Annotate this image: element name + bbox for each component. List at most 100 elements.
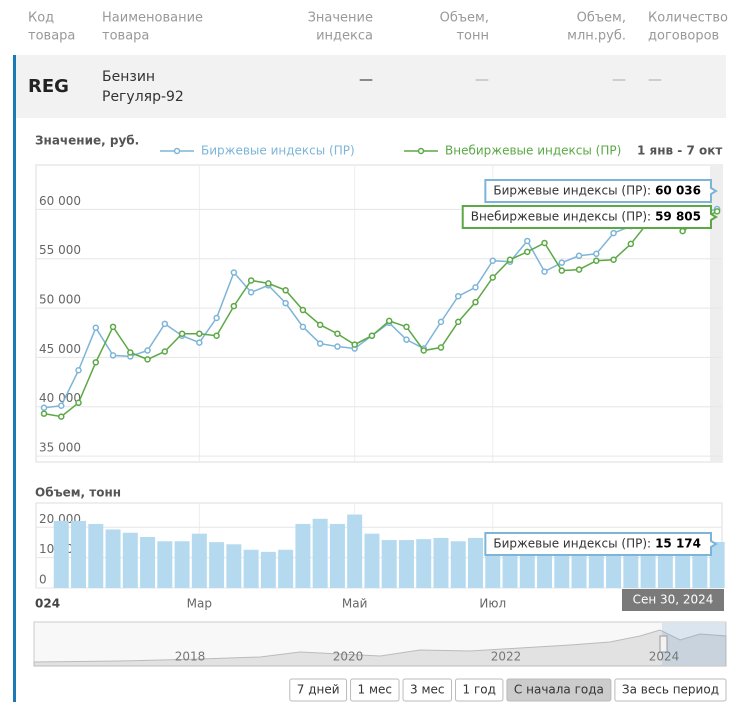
point-marker — [58, 402, 65, 410]
point-marker — [161, 320, 169, 328]
range-button[interactable] — [289, 678, 348, 702]
bar — [450, 541, 466, 588]
x-tick-label: Май — [342, 597, 368, 611]
hover-band — [710, 166, 722, 462]
column-header: товара — [102, 29, 149, 44]
bar — [157, 541, 173, 588]
point-marker — [558, 267, 566, 274]
range-button[interactable] — [455, 678, 504, 702]
point-marker — [282, 299, 289, 307]
navigator-sparkline — [33, 629, 727, 667]
bar — [88, 523, 104, 588]
y-tick-label: 60 000 — [39, 194, 81, 208]
bar — [468, 537, 483, 588]
point-marker — [403, 336, 410, 343]
point-marker — [558, 259, 566, 266]
date-badge — [622, 589, 724, 611]
legend-label[interactable]: Внебиржевые индексы (ПР) — [445, 144, 621, 158]
point-marker — [109, 323, 117, 331]
point-marker — [247, 289, 255, 296]
range-button[interactable] — [350, 678, 400, 702]
navigator-label: 2022 — [491, 650, 522, 664]
column-header: Значение — [308, 11, 373, 26]
y-tick-label: 20 000 — [39, 512, 81, 526]
point-marker — [437, 318, 445, 326]
point-marker — [713, 208, 721, 215]
y-tick-label: 35 000 — [39, 441, 81, 455]
navigator-handle[interactable] — [659, 635, 668, 653]
range-button-label[interactable]: С начала года — [514, 683, 604, 697]
point-marker — [58, 413, 65, 420]
range-button-label[interactable]: За весь период — [622, 683, 719, 697]
point-marker — [92, 359, 100, 366]
product-code: REG — [28, 76, 69, 97]
tooltip-value: 15 174 — [655, 537, 701, 551]
bar — [709, 541, 725, 588]
point-marker — [299, 306, 307, 314]
point-marker — [454, 318, 462, 326]
bar — [226, 544, 242, 588]
bar — [105, 529, 121, 588]
x-tick-label: 024 — [35, 597, 60, 611]
tooltip — [484, 532, 718, 556]
range-button-label[interactable]: 3 мес — [410, 683, 444, 697]
range-button-label[interactable]: 1 мес — [358, 683, 392, 697]
point-marker — [144, 356, 151, 363]
range-button[interactable] — [506, 678, 612, 702]
tooltip-value: 60 036 — [655, 184, 701, 198]
tooltip-label: Биржевые индексы (ПР): — [493, 537, 651, 551]
bar — [295, 523, 311, 588]
period-label: 1 янв - 7 окт — [637, 144, 722, 158]
tooltip — [461, 205, 718, 229]
point-marker — [75, 399, 82, 407]
cell-value: — — [612, 72, 626, 88]
legend-label[interactable]: Биржевые индексы (ПР) — [201, 144, 355, 158]
column-header: договоров — [648, 29, 719, 44]
point-marker — [230, 269, 238, 276]
x-tick-label: Июл — [479, 597, 506, 611]
point-marker — [437, 344, 445, 351]
bar — [140, 537, 156, 588]
series-line — [43, 209, 718, 418]
point-marker — [351, 341, 358, 348]
cell-value: — — [648, 72, 662, 88]
bar — [260, 551, 276, 588]
point-marker — [575, 252, 583, 260]
point-marker — [127, 349, 134, 356]
y-tick-label: 50 000 — [39, 293, 81, 307]
point-marker — [627, 240, 635, 248]
point-marker — [541, 268, 548, 275]
point-marker — [593, 250, 600, 258]
range-button[interactable] — [614, 678, 727, 702]
cell-value: — — [359, 72, 373, 88]
point-marker — [40, 410, 48, 417]
point-marker — [178, 330, 186, 337]
y-tick-label: 55 000 — [39, 243, 81, 257]
bar — [381, 540, 397, 588]
accent-bar — [13, 55, 16, 702]
bar — [329, 523, 345, 588]
y-tick-label: 45 000 — [39, 342, 81, 356]
y-tick-label: 40 000 — [39, 391, 81, 405]
range-button[interactable] — [402, 678, 453, 702]
point-marker — [506, 256, 514, 263]
navigator-selection[interactable] — [662, 623, 726, 665]
bar — [416, 539, 432, 588]
column-header: тонн — [456, 29, 489, 44]
point-marker — [472, 298, 479, 306]
point-marker — [196, 330, 203, 337]
range-button-label[interactable]: 1 год — [463, 683, 496, 697]
bar — [398, 540, 414, 588]
point-marker — [454, 292, 462, 300]
y-tick-label: 0 — [39, 573, 47, 587]
bar — [53, 520, 69, 588]
point-marker — [196, 339, 203, 346]
point-marker — [403, 323, 410, 331]
column-header: индекса — [316, 29, 373, 44]
point-marker — [334, 343, 341, 350]
range-button-label[interactable]: 7 дней — [297, 683, 340, 697]
point-marker — [230, 302, 238, 310]
column-header: товара — [28, 29, 75, 44]
point-marker — [316, 321, 324, 329]
row-bg — [16, 55, 726, 118]
